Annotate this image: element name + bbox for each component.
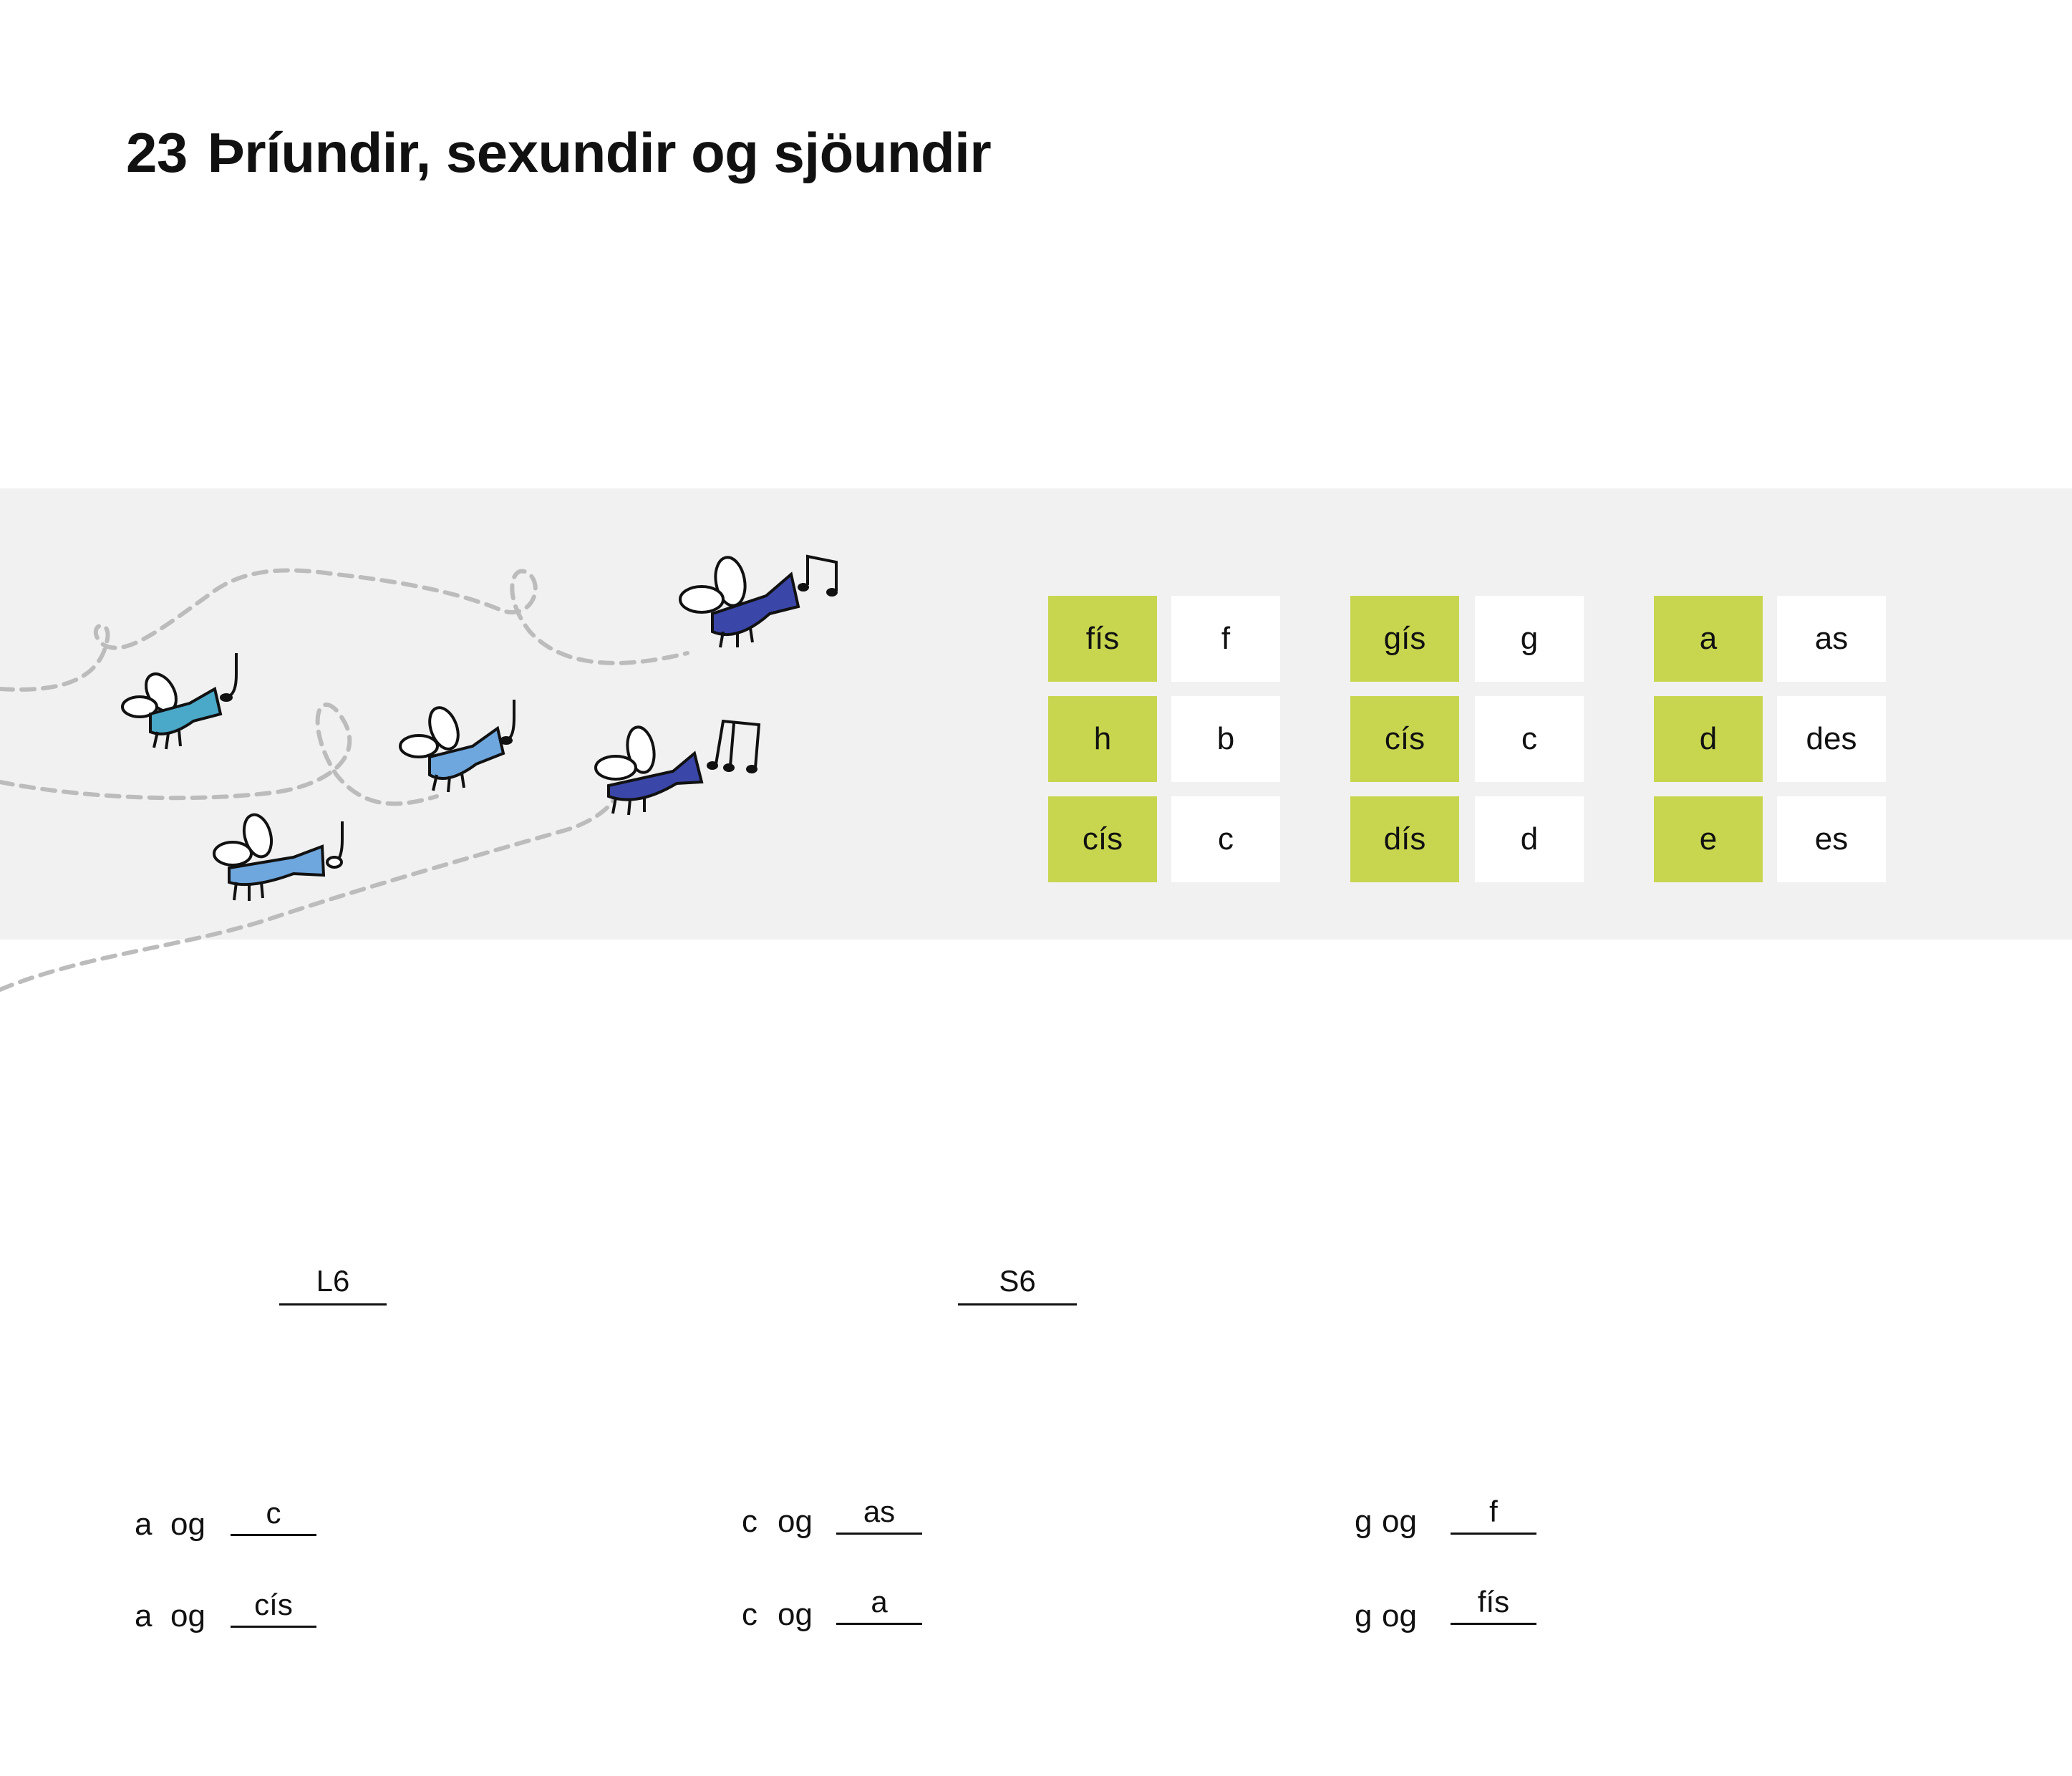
- page-title: 23 Þríundir, sexundir og sjöundir: [126, 120, 992, 185]
- note-cell: f: [1171, 596, 1280, 682]
- exercise-og: og: [778, 1597, 813, 1632]
- note-cell: as: [1777, 596, 1886, 682]
- page-number: 23: [126, 121, 188, 184]
- exercise-note: g: [1355, 1598, 1373, 1633]
- note-cell: d: [1475, 796, 1584, 882]
- exercise-og: og: [170, 1507, 205, 1542]
- title-text: Þríundir, sexundir og sjöundir: [207, 121, 992, 184]
- note-cell: es: [1777, 796, 1886, 882]
- note-cell: c: [1475, 696, 1584, 782]
- bee-with-trumpet-icon: [679, 554, 838, 648]
- bee-with-trumpet-icon: [121, 653, 238, 750]
- note-cell: cís: [1350, 696, 1459, 782]
- note-cell: fís: [1048, 596, 1157, 682]
- exercise-answer[interactable]: f: [1451, 1497, 1536, 1535]
- exercise-note: a: [135, 1507, 153, 1542]
- exercise-note: g: [1355, 1504, 1373, 1539]
- exercise-answer[interactable]: cís: [231, 1590, 316, 1628]
- bee-illustration: [0, 554, 838, 992]
- note-cell: des: [1777, 696, 1886, 782]
- exercise-og: og: [1382, 1598, 1417, 1633]
- note-cell: h: [1048, 696, 1157, 782]
- exercise-og: og: [1382, 1504, 1417, 1539]
- note-cell: cís: [1048, 796, 1157, 882]
- exercise-answer[interactable]: c: [231, 1498, 316, 1536]
- exercise-note: a: [135, 1598, 153, 1633]
- interval-answer-2[interactable]: S6: [958, 1266, 1077, 1306]
- bee-with-trumpet-icon: [594, 719, 761, 816]
- note-cell: e: [1654, 796, 1763, 882]
- exercise-og: og: [778, 1504, 813, 1539]
- note-cell: gís: [1350, 596, 1459, 682]
- interval-answer-1[interactable]: L6: [279, 1266, 387, 1306]
- bee-with-trumpet-icon: [399, 700, 515, 793]
- note-cell: b: [1171, 696, 1280, 782]
- note-cell: dís: [1350, 796, 1459, 882]
- exercise-note: c: [742, 1597, 757, 1632]
- exercise-og: og: [170, 1598, 205, 1633]
- note-cell: a: [1654, 596, 1763, 682]
- bee-with-trumpet-icon: [213, 813, 344, 901]
- note-cell: d: [1654, 696, 1763, 782]
- exercise-note: c: [742, 1504, 757, 1539]
- note-cell: g: [1475, 596, 1584, 682]
- note-cell: c: [1171, 796, 1280, 882]
- exercise-answer[interactable]: a: [836, 1587, 922, 1625]
- exercise-answer[interactable]: fís: [1451, 1587, 1536, 1625]
- exercise-answer[interactable]: as: [836, 1497, 922, 1535]
